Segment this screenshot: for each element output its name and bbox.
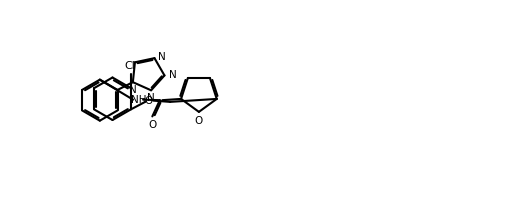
Text: N: N: [169, 70, 176, 80]
Text: N: N: [147, 93, 155, 103]
Text: O: O: [145, 96, 153, 106]
Text: Cl: Cl: [124, 61, 135, 71]
Text: O: O: [195, 116, 203, 126]
Text: N: N: [129, 85, 137, 95]
Text: N: N: [158, 52, 166, 62]
Text: NH: NH: [131, 95, 146, 105]
Text: O: O: [148, 120, 156, 130]
